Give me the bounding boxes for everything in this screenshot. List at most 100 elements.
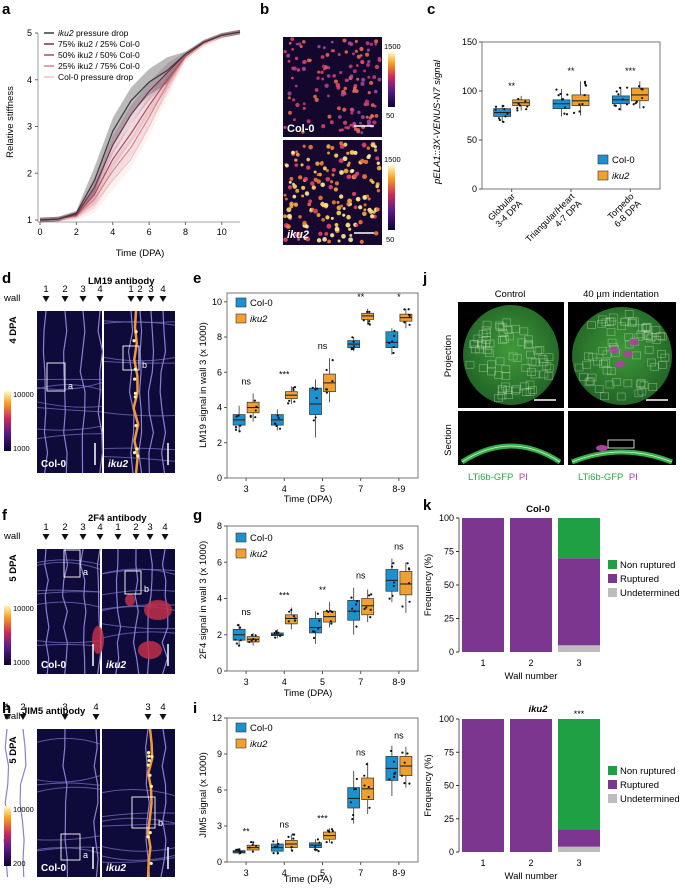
c-point (526, 105, 529, 108)
b-nucleus (316, 173, 320, 177)
b-scale-max-top: 1500 (384, 42, 401, 51)
e-point (392, 345, 395, 349)
panel-letter-j: j (422, 270, 427, 287)
i-point (403, 782, 406, 785)
k-x-tick-label: 1 (480, 858, 485, 868)
j-cell-outline (651, 326, 661, 334)
b-nucleus (354, 89, 359, 94)
d-cell-wall (103, 356, 176, 362)
j-row-projection: Projection (443, 335, 454, 377)
f-cell-wall (36, 561, 101, 570)
j-cell-outline (598, 346, 607, 355)
i-point (292, 837, 295, 840)
f-wall-arrow (132, 534, 140, 540)
i-significance: ** (243, 827, 251, 837)
j-cell-outline (485, 349, 494, 357)
h-cell-wall (36, 775, 101, 783)
k-legend-label: Ruptured (620, 574, 659, 585)
panel-c: c 0 50 100 150 Globular3-4 DPA ** Triangular/H… (427, 1, 661, 244)
h-cell-wall (101, 823, 176, 827)
c-legend-label: Col-0 (612, 155, 635, 166)
f-dpa-label: 5 DPA (8, 554, 19, 581)
d-wall-number: 3 (148, 284, 153, 295)
b-nucleus (322, 67, 326, 71)
b-nucleus (339, 170, 344, 175)
b-nucleus (310, 181, 315, 186)
g-point (391, 594, 394, 597)
b-nucleus (292, 98, 296, 102)
h-wall-number: 1 (4, 702, 9, 713)
b-nucleus (302, 102, 306, 106)
e-point (366, 310, 369, 313)
j-cell-outline (607, 317, 616, 326)
i-point (363, 774, 366, 777)
b-nucleus (286, 53, 291, 58)
g-point (351, 607, 354, 610)
h-signal-spot (147, 754, 151, 758)
g-point (317, 627, 320, 630)
b-nucleus (340, 204, 344, 208)
f-wall-number: 3 (80, 522, 85, 533)
d-wall-arrow (159, 296, 167, 302)
j-cell-outline (657, 350, 666, 358)
j-section-membrane (571, 451, 673, 463)
b-scale-max-bottom: 1500 (384, 155, 401, 164)
g-point (370, 593, 373, 596)
b-nucleus (359, 239, 364, 244)
d-scale-min: 1000 (13, 444, 30, 453)
b-nucleus (292, 118, 297, 122)
b-nucleus (283, 125, 287, 129)
f-vertical-wall (132, 548, 140, 675)
d-cell-wall (36, 407, 103, 413)
j-cell-outline (616, 392, 626, 401)
b-nucleus (361, 77, 366, 82)
h-wall-arrow (92, 714, 100, 720)
g-point (353, 610, 356, 613)
g-point (312, 636, 316, 640)
k-significance: *** (574, 709, 585, 719)
b-nucleus (359, 121, 362, 125)
b-nucleus (373, 89, 378, 94)
k-bar-segment (510, 719, 552, 852)
k-bar-segment (558, 829, 600, 847)
i-significance: ns (394, 731, 404, 741)
k-y-tick-label: 25 (444, 814, 454, 824)
e-x-tick-label: 4 (282, 484, 287, 494)
j-cell-outline (594, 384, 604, 393)
b-nucleus (373, 231, 379, 236)
g-x-tick-label: 7 (358, 677, 363, 687)
i-point (251, 843, 254, 847)
f-cell-wall (101, 568, 176, 575)
b-nucleus (302, 144, 306, 148)
g-point (368, 594, 371, 597)
c-point (524, 100, 527, 103)
i-point (365, 763, 368, 766)
j-embryo (463, 305, 559, 405)
b-nucleus (346, 174, 352, 180)
b-nucleus (331, 200, 336, 205)
h-iku2-caption: iku2 (106, 863, 126, 874)
e-point (234, 426, 238, 429)
g-significance: ns (394, 542, 404, 552)
f-pi-stained-cell (125, 594, 135, 606)
f-wall-arrow (114, 534, 122, 540)
i-point (363, 784, 366, 787)
f-pi-stained-cell (92, 626, 104, 654)
b-nucleus (322, 46, 326, 50)
h-scale-min: 200 (13, 859, 26, 868)
j-col-indentation: 40 µm indentation (583, 289, 659, 300)
j-pi-stained-cell (623, 350, 633, 358)
h-wall-arrow (144, 714, 152, 720)
i-point (354, 787, 357, 791)
b-nucleus (325, 215, 330, 220)
b-nucleus (286, 224, 291, 229)
j-cell-outline (539, 370, 549, 379)
d-wall-arrow (127, 296, 135, 302)
2f4-box-chart: 0 2 4 6 8 3 ns 4 *** 5 ** 7 ns 8-9 ns Col-0 iku2 (217, 521, 419, 687)
b-nucleus (324, 83, 329, 88)
f-roi-label-a: a (83, 567, 88, 577)
e-point (388, 341, 391, 345)
b-nucleus (322, 237, 327, 242)
